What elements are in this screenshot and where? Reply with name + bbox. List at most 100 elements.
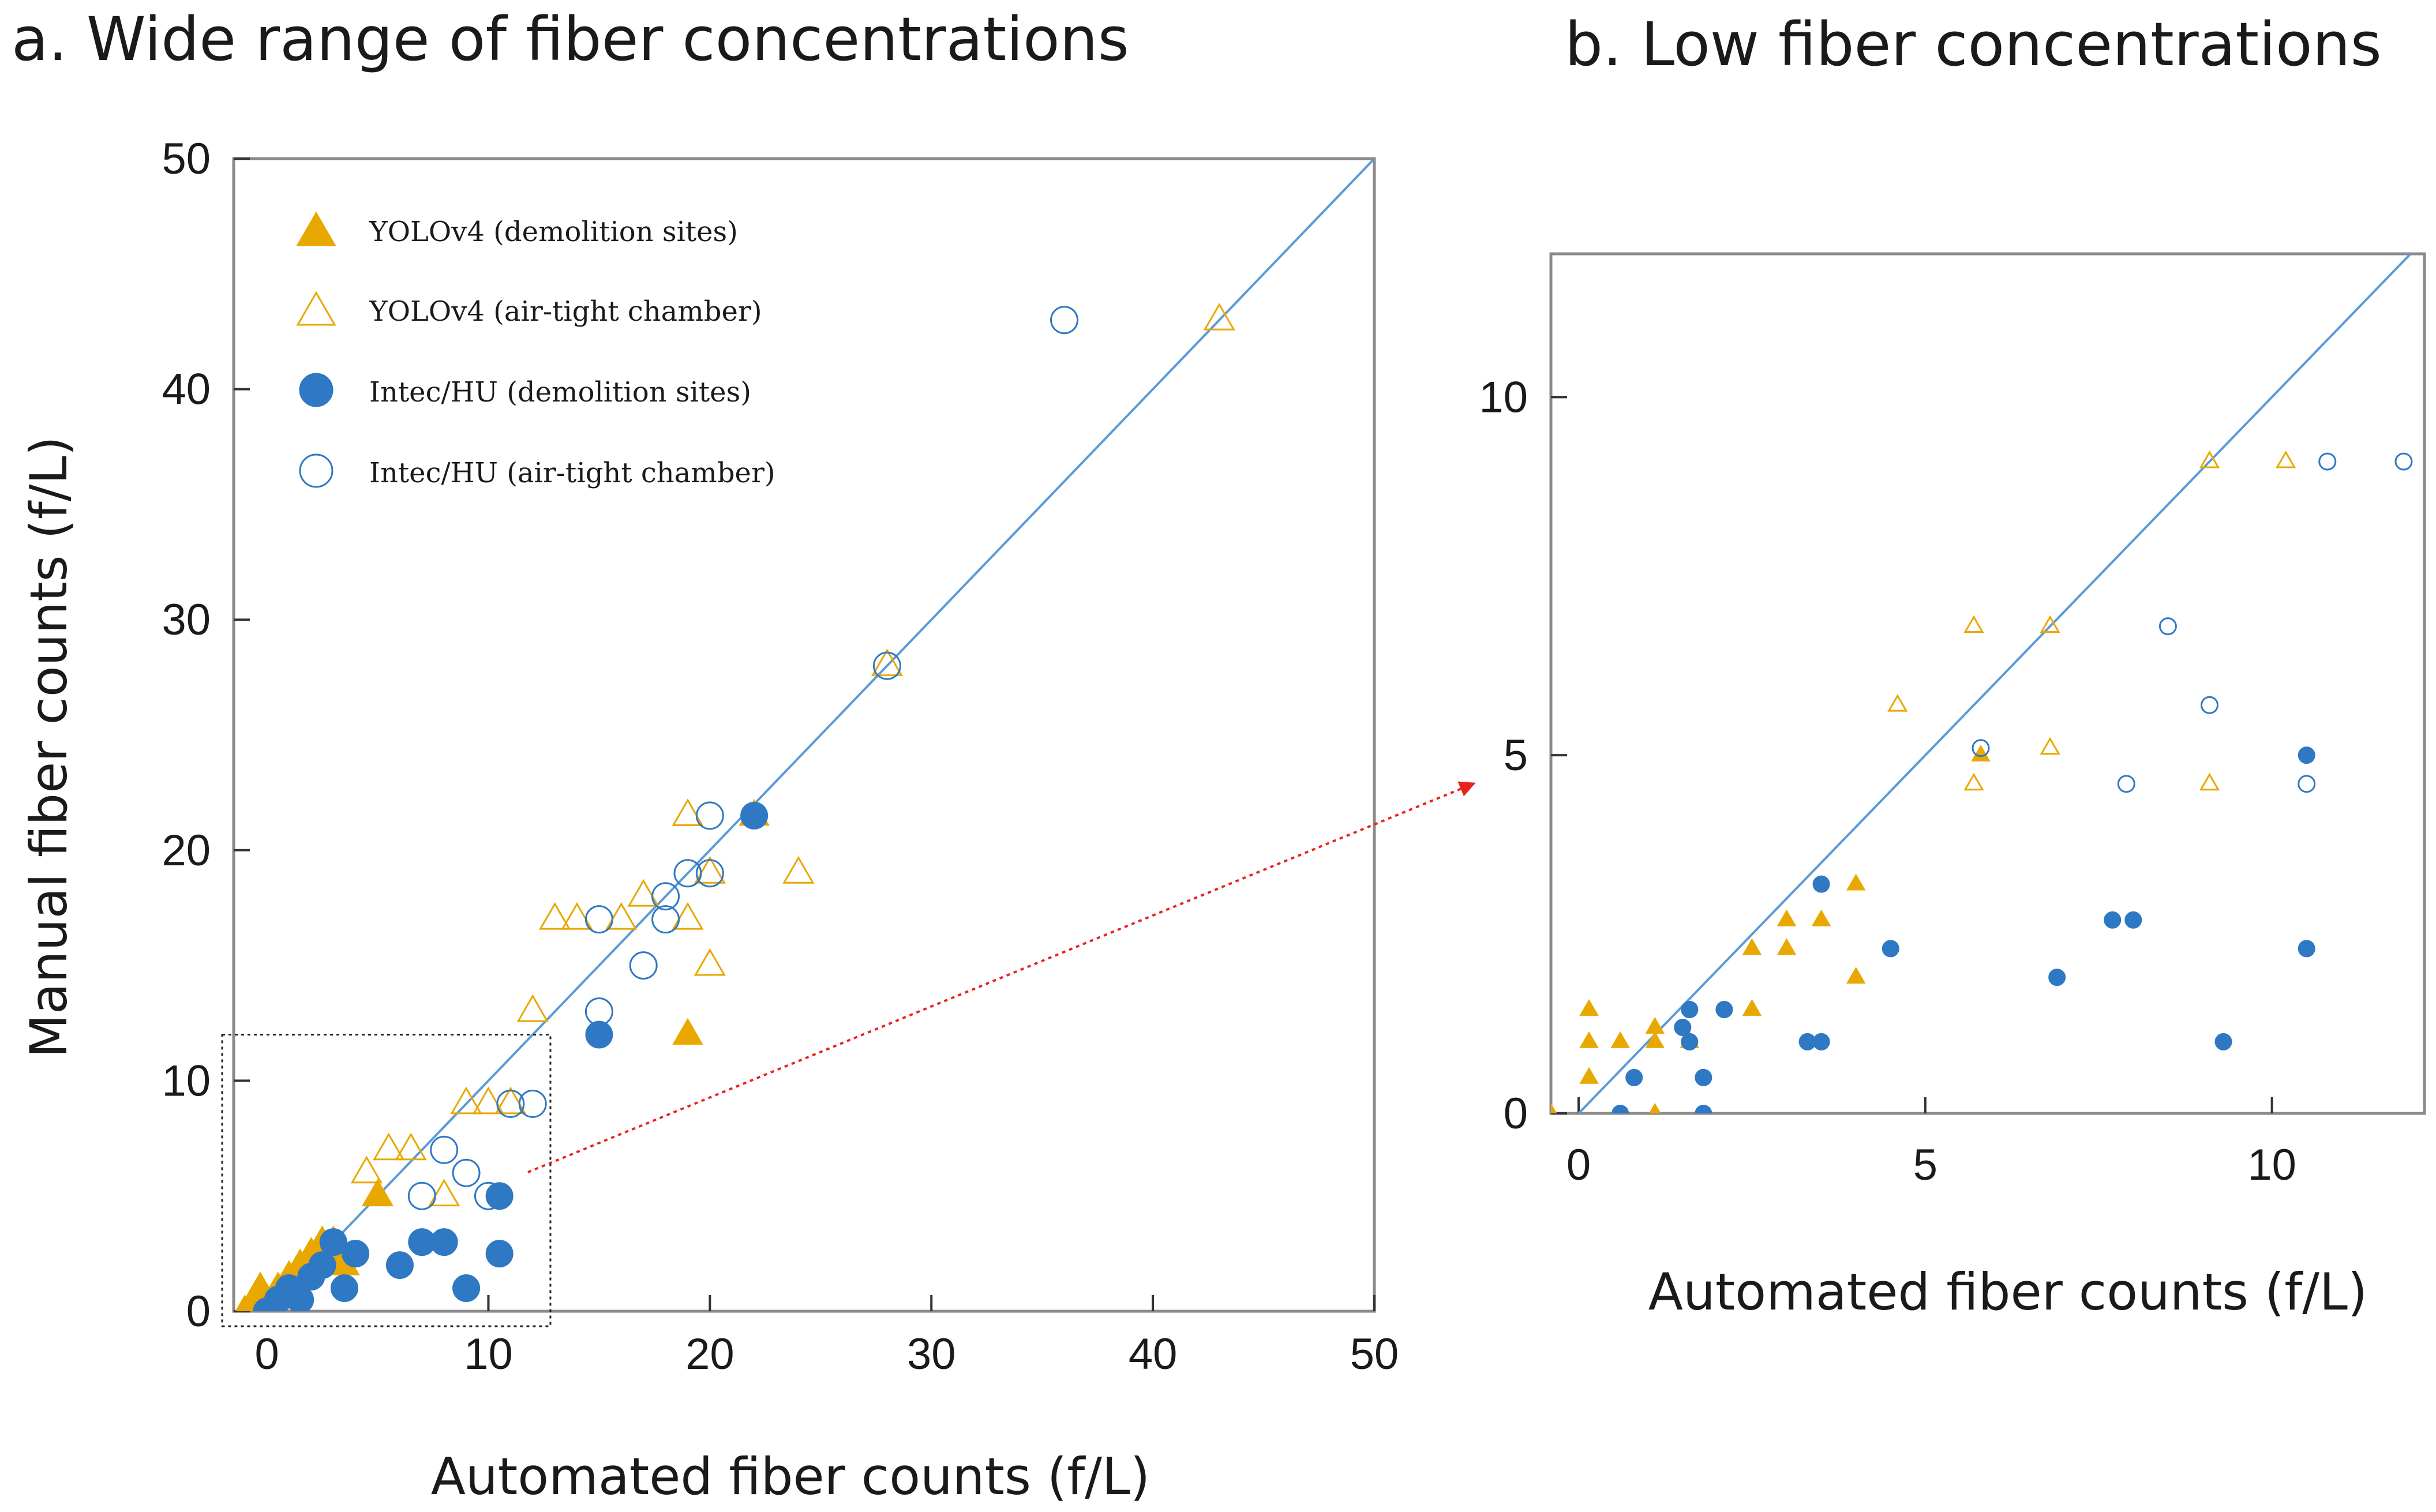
legend-label: YOLOv4 (demolition sites) — [369, 216, 738, 248]
panel-b-title: b. Low fiber concentrations — [1565, 9, 2382, 80]
data-point-triangle — [1579, 999, 1599, 1016]
data-point-triangle — [1887, 694, 1908, 712]
data-point-circle — [651, 882, 680, 911]
data-point-circle — [872, 651, 901, 680]
data-point-circle — [2214, 1033, 2232, 1050]
series-intec-filled — [253, 801, 769, 1311]
legend-label: Intec/HU (air-tight chamber) — [369, 457, 775, 489]
legend-label: Intec/HU (demolition sites) — [369, 376, 751, 408]
data-point-triangle — [1645, 1016, 1665, 1034]
data-point-circle — [1611, 1105, 1629, 1113]
legend-marker-open-triangle — [296, 291, 336, 326]
legend-marker-filled-circle — [299, 373, 333, 407]
data-point-circle — [584, 905, 613, 934]
data-point-triangle — [428, 1179, 460, 1207]
zoom-arrow — [527, 781, 1476, 1173]
data-point-circle — [1812, 1033, 1830, 1050]
data-point-circle — [430, 1135, 459, 1164]
data-point-circle — [1972, 739, 1990, 757]
data-point-circle — [319, 1228, 347, 1256]
data-point-triangle — [1645, 1031, 1665, 1048]
legend-label: YOLOv4 (air-tight chamber) — [369, 295, 762, 328]
data-point-circle — [585, 1020, 613, 1049]
data-point-circle — [2124, 911, 2142, 929]
x-tick-label: 0 — [254, 1330, 279, 1379]
data-point-circle — [2048, 969, 2066, 986]
data-point-triangle — [1971, 745, 1991, 762]
data-point-triangle — [672, 1018, 703, 1045]
data-point-circle — [1625, 1068, 1643, 1086]
y-tick-label: 10 — [162, 1056, 211, 1105]
data-point-triangle — [694, 856, 726, 884]
data-point-triangle — [1963, 615, 1984, 633]
data-point-triangle — [350, 1155, 383, 1184]
data-point-circle — [1050, 306, 1079, 335]
data-point-circle — [2394, 452, 2413, 471]
x-tick-label: 10 — [2247, 1140, 2296, 1190]
data-point-circle — [485, 1182, 514, 1210]
data-point-triangle — [1579, 1031, 1599, 1048]
data-point-circle — [651, 905, 680, 934]
data-point-circle — [740, 801, 769, 830]
data-point-triangle — [516, 994, 549, 1022]
x-tick-label: 20 — [685, 1330, 734, 1379]
legend-entry-intec-demolition: Intec/HU (demolition sites) — [299, 373, 751, 408]
data-point-circle — [485, 1240, 514, 1268]
data-point-circle — [2158, 617, 2177, 636]
series-intec-open — [407, 306, 1079, 1210]
data-point-triangle — [494, 1086, 527, 1115]
data-point-circle — [1674, 1019, 1692, 1036]
data-point-circle — [2117, 775, 2135, 793]
data-point-triangle — [2199, 772, 2220, 791]
legend-entry-yolo-demolition: YOLOv4 (demolition sites) — [296, 211, 738, 248]
data-point-circle — [584, 997, 613, 1026]
data-point-triangle — [450, 1086, 482, 1115]
data-point-triangle — [1579, 1067, 1599, 1084]
series-yolo-filled — [1551, 745, 1991, 1113]
data-point-triangle — [2276, 450, 2296, 468]
panel-b-x-axis-label: Automated fiber counts (f/L) — [1648, 1262, 2367, 1322]
panel-a-title: a. Wide range of fiber concentrations — [12, 4, 1129, 74]
data-point-triangle — [2199, 450, 2220, 468]
y-tick-label: 0 — [186, 1287, 211, 1336]
series-intec-filled — [1611, 746, 2315, 1113]
data-point-circle — [2201, 696, 2219, 714]
data-point-circle — [2298, 746, 2315, 764]
data-point-circle — [474, 1181, 503, 1210]
y-tick-label: 40 — [162, 365, 211, 414]
data-point-circle — [673, 859, 702, 888]
data-point-circle — [452, 1274, 481, 1303]
data-point-triangle — [1610, 1031, 1630, 1048]
data-point-triangle — [2040, 615, 2060, 633]
x-tick-label: 50 — [1350, 1330, 1399, 1379]
data-point-circle — [342, 1240, 370, 1268]
data-point-circle — [496, 1089, 525, 1118]
data-point-triangle — [1777, 909, 1797, 926]
data-point-triangle — [395, 1132, 427, 1161]
legend-entry-yolo-chamber: YOLOv4 (air-tight chamber) — [296, 291, 762, 328]
y-tick-label: 50 — [162, 134, 211, 183]
data-point-circle — [518, 1089, 547, 1118]
zoom-region-box — [221, 1033, 552, 1327]
y-tick-label: 20 — [162, 826, 211, 875]
data-point-circle — [2318, 452, 2337, 471]
data-point-triangle — [605, 902, 638, 930]
data-point-triangle — [1742, 999, 1762, 1016]
legend-marker-filled-triangle — [296, 211, 336, 246]
data-point-triangle — [694, 948, 726, 976]
legend-marker-open-circle — [299, 453, 333, 488]
data-point-circle — [2298, 775, 2316, 793]
x-tick-label: 10 — [464, 1330, 513, 1379]
data-point-triangle — [1203, 302, 1235, 331]
x-tick-label: 5 — [1913, 1140, 1937, 1190]
data-point-circle — [695, 859, 724, 888]
data-point-circle — [695, 801, 724, 830]
data-point-circle — [2298, 940, 2315, 958]
legend-entry-intec-chamber: Intec/HU (air-tight chamber) — [299, 453, 775, 489]
data-point-triangle — [361, 1179, 394, 1207]
panel-b-chart: 0 5 10 0 5 10 Automated fiber counts (f/L) — [1479, 252, 2426, 1322]
data-point-triangle — [672, 902, 704, 930]
data-point-circle — [2104, 911, 2122, 929]
data-point-triangle — [373, 1132, 405, 1161]
